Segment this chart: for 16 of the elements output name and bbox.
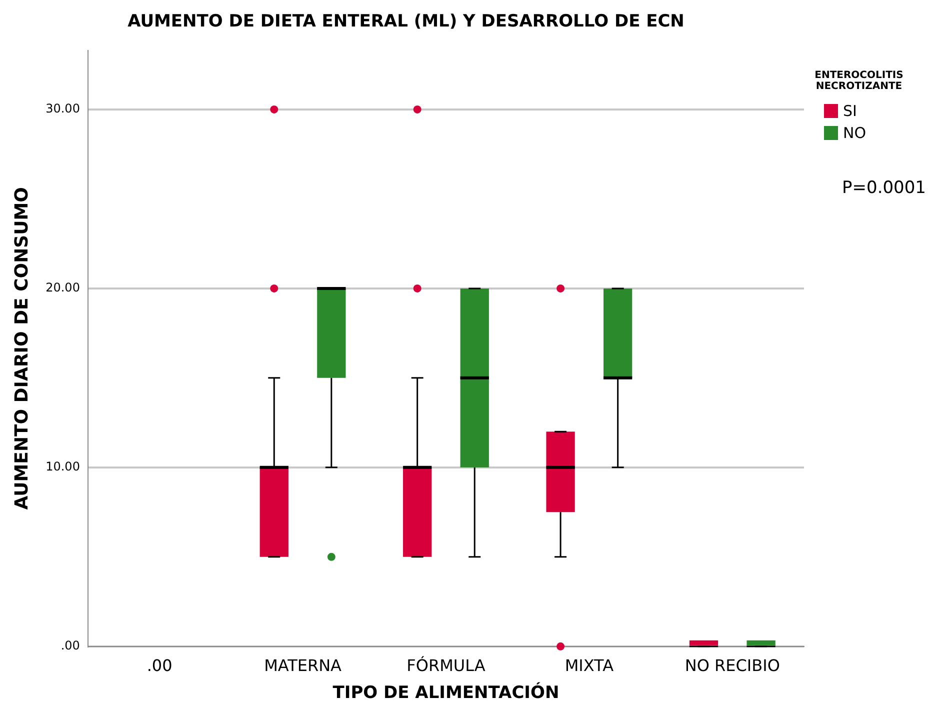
x-tick-label: MATERNA <box>264 656 342 676</box>
y-tick-label: 10.00 <box>46 460 80 474</box>
y-tick-label: .00 <box>60 638 80 653</box>
legend-title: ENTEROCOLITIS NECROTIZANTE <box>814 70 904 92</box>
legend-label: SI <box>843 102 857 120</box>
legend-label: NO <box>843 124 866 142</box>
y-tick-label: 30.00 <box>46 102 80 116</box>
y-tick-label: 20.00 <box>46 280 80 295</box>
x-tick-label: FÓRMULA <box>406 656 486 676</box>
x-axis-title: TIPO DE ALIMENTACIÓN <box>332 682 560 704</box>
chart-title: AUMENTO DE DIETA ENTERAL (ML) Y DESARROLLO DE ECN <box>128 12 684 32</box>
x-tick-label: .00 <box>146 656 172 676</box>
x-tick-label: MIXTA <box>564 656 614 676</box>
text: P=0.0001 <box>842 178 926 198</box>
x-tick-label: NO RECIBIO <box>684 656 780 676</box>
y-axis-title: AUMENTO DIARIO DE CONSUMO <box>11 187 32 510</box>
